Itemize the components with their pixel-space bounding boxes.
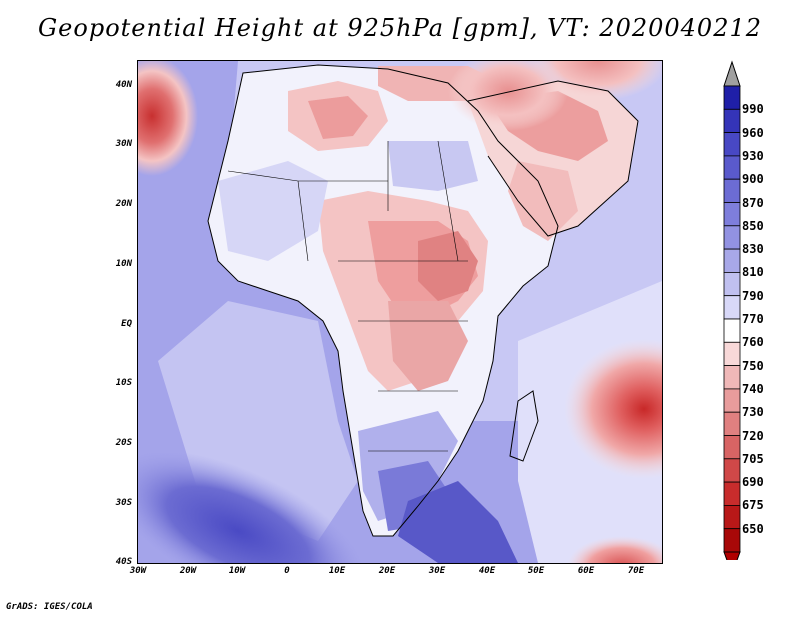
colorbar-label: 830	[742, 242, 764, 257]
colorbar-swatch	[723, 202, 741, 227]
colorbar-swatch	[723, 388, 741, 413]
colorbar-swatch	[723, 481, 741, 506]
lat-label-30n: 30N	[115, 139, 132, 149]
field-plot	[138, 61, 662, 563]
lon-label-10e: 10E	[328, 566, 346, 576]
lat-label-10n: 10N	[115, 259, 132, 269]
colorbar-label: 650	[742, 521, 764, 536]
lon-label-60e: 60E	[577, 566, 595, 576]
colorbar	[723, 60, 741, 560]
colorbar-label: 730	[742, 405, 764, 420]
colorbar-label: 675	[742, 498, 764, 513]
map-panel	[137, 60, 663, 564]
lon-label-40e: 40E	[478, 566, 496, 576]
colorbar-swatch	[723, 248, 741, 273]
colorbar-swatch	[723, 108, 741, 133]
colorbar-label: 760	[742, 335, 764, 350]
colorbar-swatch	[723, 318, 741, 343]
colorbar-swatch	[723, 504, 741, 530]
colorbar-label: 870	[742, 195, 764, 210]
colorbar-swatch	[723, 411, 741, 436]
colorbar-label: 720	[742, 428, 764, 443]
lat-label-40s: 40S	[115, 557, 132, 567]
colorbar-label: 740	[742, 381, 764, 396]
lon-label-30w: 30W	[129, 566, 147, 576]
lon-label-70e: 70E	[627, 566, 645, 576]
colorbar-label: 810	[742, 265, 764, 280]
colorbar-label: 790	[742, 288, 764, 303]
colorbar-swatch	[723, 341, 741, 366]
lat-label-20n: 20N	[115, 199, 132, 209]
colorbar-top-arrow	[723, 60, 741, 87]
colorbar-swatch	[723, 85, 741, 110]
colorbar-swatch	[723, 225, 741, 250]
lat-label-20s: 20S	[115, 438, 132, 448]
colorbar-label: 960	[742, 125, 764, 140]
colorbar-label: 900	[742, 172, 764, 187]
colorbar-swatch	[723, 458, 741, 483]
colorbar-label: 705	[742, 451, 764, 466]
colorbar-label: 990	[742, 102, 764, 117]
lon-label-30e: 30E	[428, 566, 446, 576]
colorbar-swatch	[723, 435, 741, 460]
footer-credit: GrADS: IGES/COLA	[6, 602, 93, 612]
lat-label-eq: EQ	[121, 319, 132, 329]
colorbar-swatch	[723, 132, 741, 157]
colorbar-swatch	[723, 365, 741, 390]
colorbar-bottom-arrow	[723, 551, 741, 560]
colorbar-swatch	[723, 528, 741, 553]
colorbar-label: 930	[742, 148, 764, 163]
colorbar-swatch	[723, 271, 741, 297]
colorbar-swatch	[723, 155, 741, 180]
lon-label-20e: 20E	[378, 566, 396, 576]
colorbar-label: 750	[742, 358, 764, 373]
colorbar-label: 850	[742, 218, 764, 233]
lon-label-10w: 10W	[228, 566, 246, 576]
colorbar-label: 690	[742, 475, 764, 490]
lon-label-0: 0	[284, 566, 290, 576]
colorbar-swatch	[723, 295, 741, 320]
colorbar-swatch	[723, 178, 741, 203]
chart-title: Geopotential Height at 925hPa [gpm], VT:…	[38, 14, 762, 42]
lat-label-30s: 30S	[115, 498, 132, 508]
lat-label-40n: 40N	[115, 80, 132, 90]
lon-label-50e: 50E	[527, 566, 545, 576]
lat-label-10s: 10S	[115, 378, 132, 388]
colorbar-label: 770	[742, 312, 764, 326]
lon-label-20w: 20W	[179, 566, 197, 576]
